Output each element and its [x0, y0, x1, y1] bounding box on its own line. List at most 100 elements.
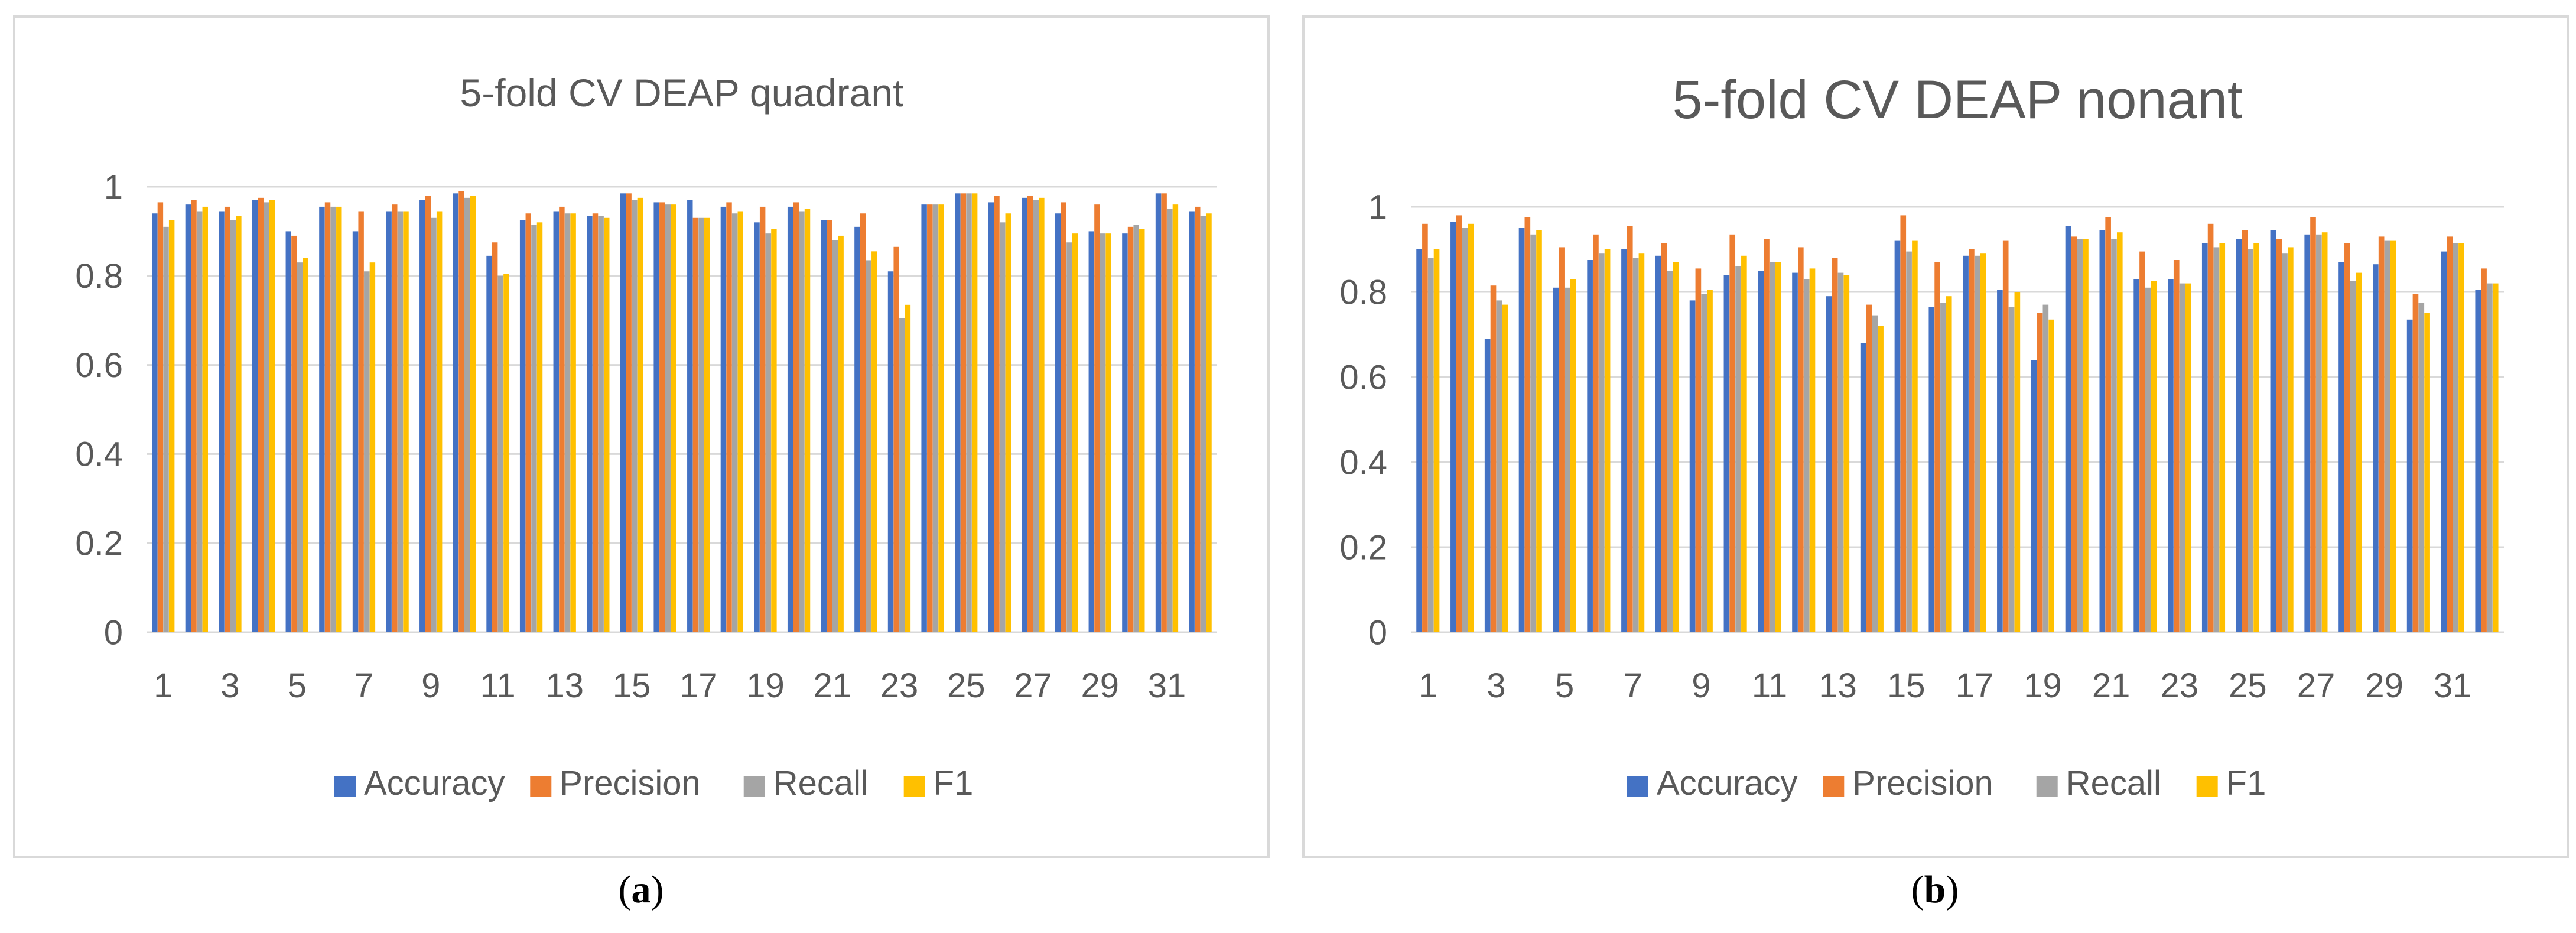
bar-accuracy — [1963, 255, 1969, 632]
bar-f1 — [1946, 296, 1952, 632]
bar-recall — [1565, 287, 1570, 632]
bar-f1 — [1139, 229, 1145, 632]
bar-accuracy — [1655, 255, 1661, 632]
bar-recall — [1598, 253, 1605, 632]
bar-precision — [2037, 313, 2043, 632]
legend-label-accuracy: Accuracy — [364, 764, 505, 802]
bar-precision — [224, 206, 230, 632]
bar-f1 — [771, 229, 777, 632]
bar-f1 — [637, 197, 643, 633]
bar-recall — [1940, 303, 1946, 632]
bar-precision — [2481, 268, 2487, 632]
bar-f1 — [838, 235, 844, 632]
bar-accuracy — [1621, 249, 1627, 632]
bar-recall — [397, 211, 404, 633]
legend-label-f1: F1 — [934, 764, 974, 802]
bar-f1 — [1105, 233, 1111, 632]
caption-a-letter: a — [631, 868, 651, 911]
bar-accuracy — [821, 220, 827, 632]
bar-precision — [2071, 236, 2077, 632]
bar-f1 — [436, 211, 443, 633]
bar-f1 — [737, 211, 743, 633]
bar-precision — [1764, 239, 1770, 632]
y-tick-label: 0.4 — [1339, 443, 1387, 482]
bar-accuracy — [1928, 307, 1935, 632]
bar-accuracy — [1723, 275, 1730, 632]
bar-precision — [1127, 226, 1134, 632]
bar-recall — [731, 213, 738, 632]
bar-f1 — [1673, 262, 1679, 633]
bar-accuracy — [1088, 231, 1094, 632]
x-tick-label: 3 — [1487, 667, 1505, 705]
x-tick-label: 9 — [421, 667, 440, 705]
bar-recall — [1803, 279, 1810, 632]
bar-precision — [1195, 206, 1201, 632]
bar-accuracy — [219, 211, 225, 633]
x-tick-label: 11 — [480, 667, 515, 705]
bar-accuracy — [754, 222, 760, 632]
caption-a: (a) — [618, 868, 664, 911]
caption-b-letter: b — [1924, 868, 1946, 911]
legend-label-f1: F1 — [2226, 764, 2266, 802]
bar-f1 — [1638, 253, 1645, 632]
bar-accuracy — [1894, 240, 1901, 633]
bar-recall — [2008, 307, 2015, 632]
bar-f1 — [938, 204, 944, 632]
bar-precision — [392, 204, 398, 632]
bar-precision — [893, 246, 899, 632]
bar-f1 — [2492, 283, 2499, 633]
x-tick-label: 1 — [1419, 667, 1437, 705]
bar-accuracy — [1689, 300, 1696, 632]
x-tick-label: 31 — [2434, 667, 2472, 705]
x-tick-label: 29 — [2365, 667, 2403, 705]
bar-precision — [759, 206, 766, 632]
x-tick-label: 11 — [1752, 667, 1787, 705]
bar-f1 — [1536, 230, 1542, 633]
bar-f1 — [2458, 243, 2464, 632]
x-tick-label: 15 — [1887, 667, 1926, 705]
x-tick-label: 21 — [814, 667, 852, 705]
bar-recall — [698, 217, 704, 632]
bar-precision — [191, 200, 197, 632]
bar-recall — [1427, 258, 1434, 632]
x-tick-label: 25 — [947, 667, 985, 705]
chart-panel-quadrant: 5-fold CV DEAP quadrant 0 0.2 0.4 0.6 0.8 1 1 3 5… — [13, 15, 1270, 858]
bar-recall — [1200, 216, 1206, 632]
bar-accuracy — [2441, 251, 2447, 633]
bar-recall — [531, 225, 537, 633]
bar-accuracy — [285, 231, 291, 632]
bar-accuracy — [553, 211, 559, 633]
legend-label-recall: Recall — [2066, 764, 2161, 802]
bar-f1 — [2014, 292, 2021, 632]
bar-recall — [2384, 240, 2390, 633]
x-tick-label: 19 — [2024, 667, 2062, 705]
bar-precision — [1559, 247, 1565, 632]
bar-f1 — [2424, 313, 2430, 632]
bar-accuracy — [2065, 226, 2071, 632]
bar-f1 — [2151, 281, 2157, 632]
bar-f1 — [1570, 279, 1576, 632]
y-tick-label: 0.2 — [1339, 528, 1387, 567]
bar-recall — [1496, 300, 1502, 632]
bar-f1 — [236, 216, 242, 632]
bar-f1 — [2390, 240, 2396, 633]
bar-f1 — [1912, 240, 1918, 633]
bar-recall — [1133, 225, 1139, 633]
bar-precision — [1934, 262, 1940, 633]
bar-f1 — [1604, 249, 1611, 632]
legend-label-accuracy: Accuracy — [1657, 764, 1798, 802]
bar-accuracy — [519, 220, 526, 632]
bar-f1 — [336, 206, 342, 632]
bar-recall — [2179, 283, 2185, 633]
bar-recall — [966, 193, 972, 632]
bar-precision — [1832, 258, 1838, 632]
bar-accuracy — [620, 193, 626, 632]
bar-precision — [525, 213, 531, 632]
bar-f1 — [604, 217, 610, 632]
legend-label-precision: Precision — [1852, 764, 1993, 802]
bar-accuracy — [2270, 230, 2276, 633]
legend-swatch-precision — [1823, 776, 1845, 797]
bar-f1 — [1206, 213, 1212, 632]
bar-accuracy — [2031, 360, 2037, 632]
bar-precision — [1061, 202, 1066, 632]
